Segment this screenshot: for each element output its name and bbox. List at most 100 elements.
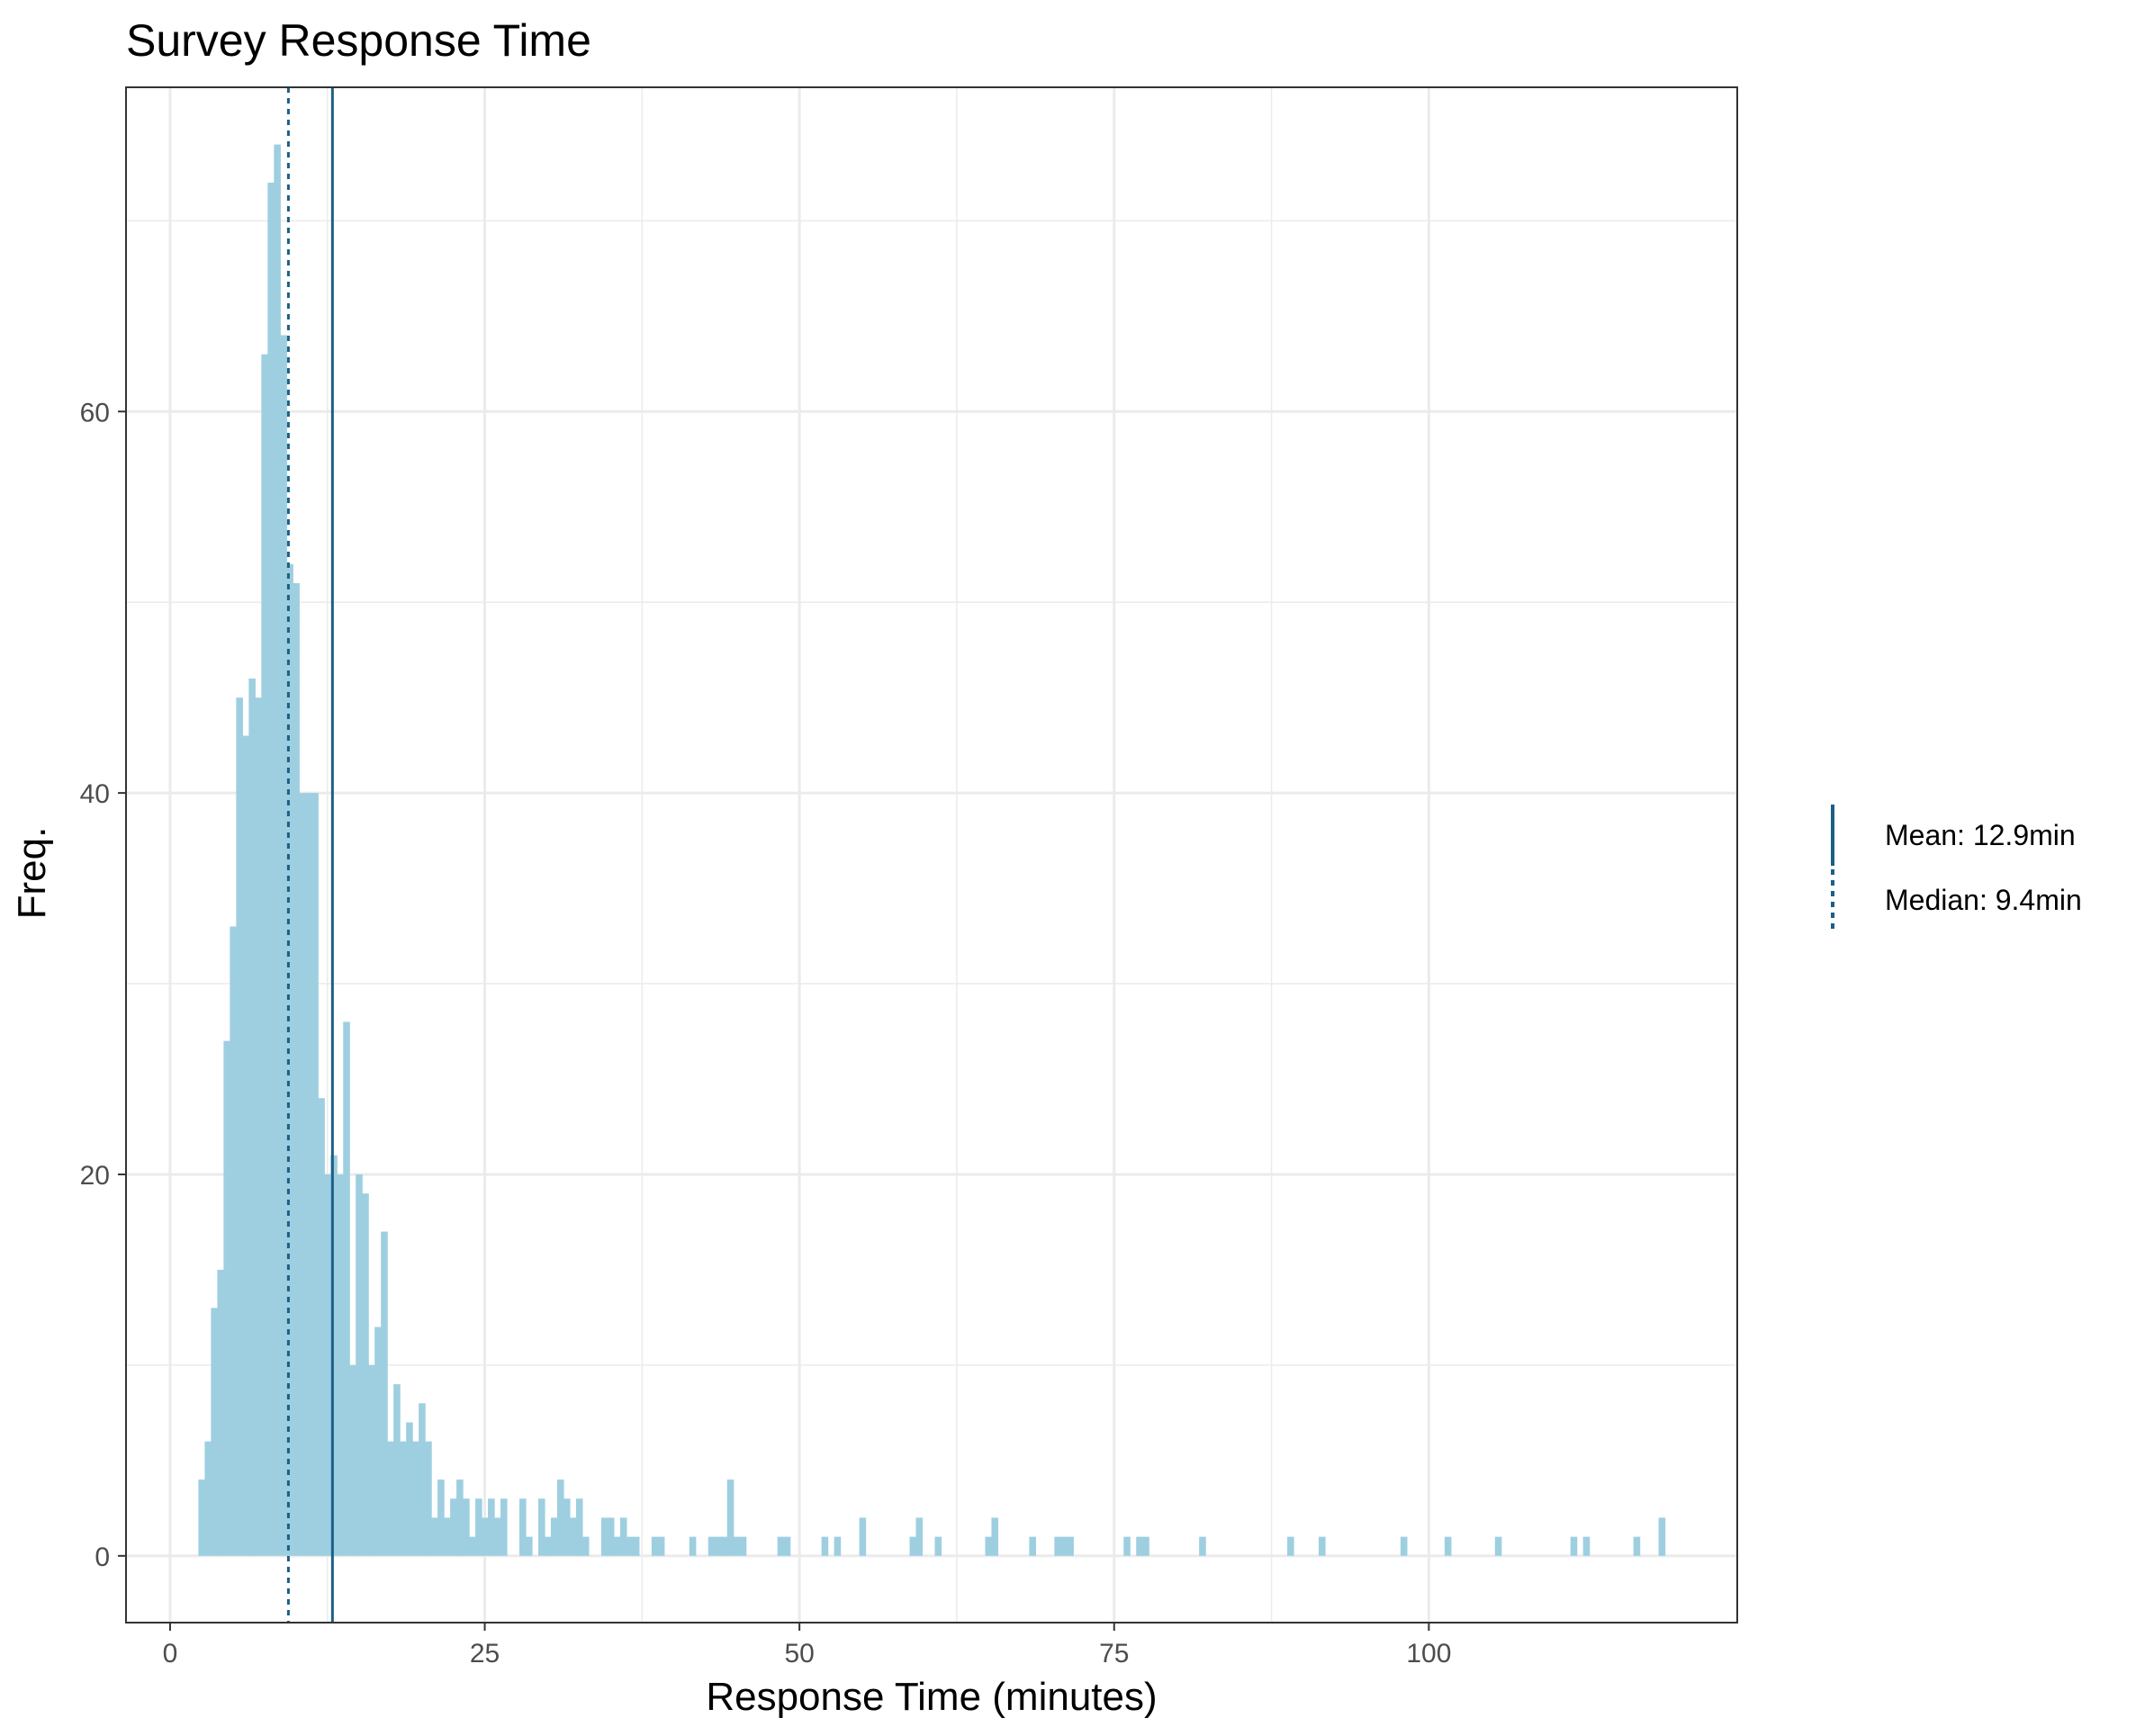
histogram-bar bbox=[657, 1536, 665, 1556]
histogram-bar bbox=[613, 1536, 621, 1556]
histogram-bar bbox=[1287, 1536, 1294, 1556]
histogram-bar bbox=[526, 1536, 533, 1556]
histogram-bars bbox=[198, 144, 1666, 1556]
histogram-bar bbox=[469, 1536, 476, 1556]
histogram-bar bbox=[1136, 1536, 1143, 1556]
y-tick-label: 40 bbox=[80, 779, 110, 809]
histogram-bar bbox=[739, 1536, 747, 1556]
histogram-bar bbox=[1494, 1536, 1502, 1556]
histogram-bar bbox=[1400, 1536, 1408, 1556]
histogram-bar bbox=[1123, 1536, 1131, 1556]
histogram-bar bbox=[337, 1174, 344, 1556]
histogram-bar bbox=[985, 1536, 993, 1556]
histogram-bar bbox=[600, 1517, 608, 1556]
histogram-bar bbox=[783, 1536, 791, 1556]
x-axis-title: Response Time (minutes) bbox=[706, 1675, 1158, 1719]
histogram-bar bbox=[607, 1517, 615, 1556]
histogram-bar bbox=[482, 1517, 489, 1556]
histogram-bar bbox=[581, 1536, 590, 1556]
histogram-bar bbox=[726, 1480, 735, 1556]
y-tick-label: 0 bbox=[95, 1543, 110, 1572]
legend-mean-label: Mean: 12.9min bbox=[1885, 819, 2076, 851]
chart-title: Survey Response Time bbox=[126, 15, 591, 66]
reference-lines bbox=[286, 87, 334, 1623]
panel-border bbox=[125, 86, 1738, 1624]
histogram-bar bbox=[456, 1480, 464, 1556]
histogram-bar bbox=[419, 1403, 426, 1556]
histogram-bar bbox=[1658, 1517, 1666, 1556]
y-tick-label: 60 bbox=[80, 398, 110, 427]
histogram-bar bbox=[311, 793, 319, 1556]
histogram-bar bbox=[299, 793, 306, 1556]
histogram-bar bbox=[305, 793, 312, 1556]
histogram-bar bbox=[374, 1327, 382, 1556]
histogram-bar bbox=[450, 1498, 457, 1556]
histogram-bar bbox=[242, 735, 249, 1556]
histogram-bar bbox=[651, 1536, 659, 1556]
histogram-bar bbox=[286, 563, 293, 1556]
histogram-bar bbox=[821, 1536, 829, 1556]
histogram-bar bbox=[368, 1364, 375, 1556]
histogram-bar bbox=[619, 1517, 627, 1556]
histogram-bar bbox=[1029, 1536, 1036, 1556]
histogram-bar bbox=[1319, 1536, 1326, 1556]
histogram-bar bbox=[318, 1098, 325, 1556]
histogram-bar bbox=[707, 1536, 716, 1556]
histogram-bar bbox=[1142, 1536, 1149, 1556]
histogram-bar bbox=[915, 1517, 924, 1556]
histogram-bar bbox=[343, 1021, 350, 1556]
histogram-bar bbox=[204, 1441, 212, 1556]
x-tick-label: 25 bbox=[470, 1639, 500, 1669]
histogram-bar bbox=[475, 1498, 482, 1556]
histogram-bar bbox=[1199, 1536, 1206, 1556]
y-tick-label: 20 bbox=[80, 1161, 110, 1191]
histogram-bar bbox=[1444, 1536, 1452, 1556]
histogram-bar bbox=[356, 1174, 363, 1556]
histogram-bar bbox=[274, 144, 281, 1556]
histogram-bar bbox=[720, 1536, 728, 1556]
histogram-bar bbox=[632, 1536, 640, 1556]
histogram-bar bbox=[494, 1517, 501, 1556]
histogram-bar bbox=[991, 1517, 999, 1556]
histogram-bar bbox=[537, 1498, 545, 1556]
histogram-bar bbox=[1633, 1536, 1641, 1556]
x-tick-label: 100 bbox=[1406, 1639, 1451, 1669]
histogram-bar bbox=[400, 1441, 407, 1556]
histogram-bar bbox=[431, 1517, 438, 1556]
histogram-bar bbox=[393, 1384, 401, 1556]
histogram-bar bbox=[198, 1480, 206, 1556]
histogram-bar bbox=[349, 1364, 356, 1556]
histogram-bar bbox=[575, 1498, 583, 1556]
histogram-bar bbox=[381, 1231, 388, 1556]
histogram-bar bbox=[1067, 1536, 1074, 1556]
histogram-bar bbox=[406, 1422, 413, 1556]
histogram-bar bbox=[330, 1155, 338, 1556]
histogram-bar bbox=[387, 1441, 394, 1556]
histogram-bar bbox=[437, 1480, 445, 1556]
grid-lines bbox=[126, 87, 1737, 1623]
histogram-bar bbox=[217, 1269, 224, 1556]
axis-ticks: 0 25 50 75 100 0 20 40 60 bbox=[80, 398, 1452, 1669]
histogram-bar bbox=[362, 1193, 369, 1556]
histogram-bar bbox=[500, 1498, 508, 1556]
legend-median-label: Median: 9.4min bbox=[1885, 884, 2082, 916]
histogram-bar bbox=[550, 1517, 558, 1556]
histogram-bar bbox=[689, 1536, 697, 1556]
histogram-bar bbox=[444, 1517, 451, 1556]
histogram-bar bbox=[1054, 1536, 1061, 1556]
y-axis-title: Freq. bbox=[10, 826, 54, 920]
histogram-bar bbox=[488, 1498, 495, 1556]
histogram-bar bbox=[859, 1517, 867, 1556]
histogram-bar bbox=[463, 1498, 470, 1556]
histogram-bar bbox=[563, 1498, 571, 1556]
histogram-bar bbox=[248, 678, 256, 1556]
histogram-bar bbox=[211, 1308, 218, 1556]
histogram-bar bbox=[412, 1441, 419, 1556]
histogram-bar bbox=[714, 1536, 722, 1556]
histogram-bar bbox=[1570, 1536, 1578, 1556]
histogram-bar bbox=[777, 1536, 785, 1556]
histogram-bar bbox=[519, 1498, 527, 1556]
histogram-bar bbox=[255, 697, 262, 1556]
legend: Mean: 12.9min Median: 9.4min bbox=[1831, 805, 2082, 931]
